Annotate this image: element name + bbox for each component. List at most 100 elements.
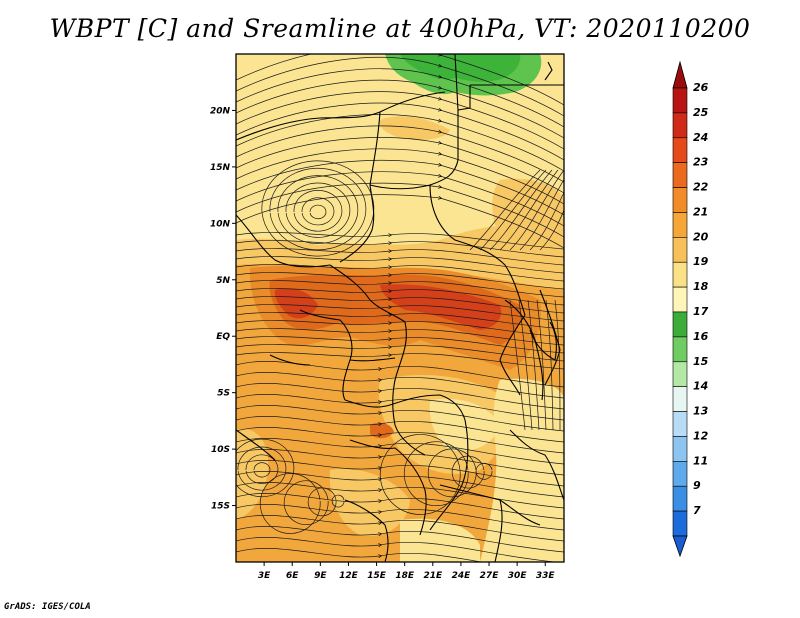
streamline <box>236 54 564 106</box>
streamline <box>293 190 343 232</box>
lon-tick-label: 9E <box>314 571 327 581</box>
streamline <box>236 427 564 454</box>
streamline <box>261 160 375 257</box>
streamline <box>307 487 337 517</box>
streamline <box>236 256 564 274</box>
lon-tick-label: 30E <box>508 571 528 581</box>
colorbar-label: 16 <box>693 330 709 343</box>
colorbar-label: 24 <box>693 131 708 144</box>
lat-tick-label: 10S <box>211 445 230 455</box>
lat-tick-label: EQ <box>216 332 230 342</box>
streamline <box>236 240 564 258</box>
fill-red-spot-south <box>370 422 394 439</box>
streamline <box>236 288 564 306</box>
colorbar-label: 26 <box>693 81 709 94</box>
streamline <box>253 462 271 478</box>
streamline <box>529 191 564 251</box>
streamline <box>236 320 564 338</box>
streamline <box>236 114 564 172</box>
colorbar-swatch <box>672 187 688 213</box>
colorbar-label: 23 <box>693 156 709 169</box>
colorbar-swatch <box>672 261 688 288</box>
colorbar-label: 13 <box>693 405 709 418</box>
streamline <box>236 336 564 354</box>
colorbar-swatch <box>672 510 688 537</box>
colorbar-swatch <box>672 436 688 462</box>
colorbar-label: 20 <box>693 230 709 243</box>
lat-tick-label: 15S <box>211 502 230 512</box>
streamline <box>236 344 564 362</box>
lat-tick-label: 15N <box>210 163 231 173</box>
streamline <box>236 372 564 399</box>
lat-tick-label: 5S <box>217 389 230 399</box>
streamline <box>536 299 547 431</box>
lon-tick-label: 6E <box>286 571 299 581</box>
streamline <box>236 526 564 553</box>
streamline <box>554 299 561 431</box>
streamline <box>236 171 564 227</box>
colorbar-label: 25 <box>693 106 709 119</box>
colorbar-swatch <box>672 87 688 114</box>
lat-tick-label: 5N <box>216 276 230 286</box>
streamline <box>236 182 564 238</box>
colorbar-label: 19 <box>693 255 709 268</box>
streamline <box>236 248 564 266</box>
streamline <box>509 299 526 431</box>
fill-south-mid <box>329 468 410 536</box>
streamline <box>499 169 559 251</box>
fill-north-pale <box>236 54 564 247</box>
fill-red-core <box>380 284 502 330</box>
streamline <box>236 383 564 410</box>
lat-tick-label: 20N <box>210 106 231 116</box>
colorbar-swatch <box>672 311 688 338</box>
lon-tick-label: 27E <box>480 571 500 581</box>
streamline <box>236 352 564 370</box>
lon-tick-label: 18E <box>395 571 415 581</box>
streamline <box>236 296 564 314</box>
colorbar: 26 25 24 23 22 21 20 19 18 17 16 15 14 13 12 11 9 7 <box>672 60 709 558</box>
latitude-axis: 20N 15N 10N 5N EQ 5S 10S 15S <box>210 106 236 512</box>
colorbar-swatch <box>672 361 688 387</box>
lon-tick-label: 24E <box>452 571 472 581</box>
streamline <box>451 455 485 489</box>
colorbar-swatch <box>672 286 688 313</box>
streamline <box>236 460 564 487</box>
streamline <box>236 304 564 322</box>
chart-title: WBPT [C] and Sreamline at 400hPa, VT: 20… <box>49 14 751 43</box>
streamline <box>236 160 564 216</box>
colorbar-swatch <box>672 386 688 412</box>
streamline <box>236 515 564 542</box>
fill-south-light2 <box>429 398 500 452</box>
streamline <box>236 102 564 161</box>
fill-bottom-pale <box>400 518 480 562</box>
colorbar-swatch <box>672 336 688 363</box>
colorbar-label: 9 <box>693 479 701 492</box>
colorbar-label: 22 <box>693 181 709 194</box>
streamline <box>236 405 564 432</box>
streamline <box>236 312 564 330</box>
streamline <box>469 169 541 251</box>
colorbar-swatch <box>672 237 688 263</box>
lon-tick-label: 21E <box>423 571 443 581</box>
fill-red-west <box>274 288 318 319</box>
streamline <box>236 471 564 498</box>
colorbar-swatch <box>672 137 688 163</box>
colorbar-label: 21 <box>693 205 708 218</box>
colorbar-swatch <box>672 461 688 487</box>
fill-southwest-pale <box>236 429 269 520</box>
streamline <box>236 57 564 117</box>
lon-tick-label: 15E <box>367 571 387 581</box>
streamlines <box>236 54 564 562</box>
colorbar-swatch <box>672 162 688 188</box>
streamline <box>236 361 564 388</box>
streamline <box>301 197 335 226</box>
colorbar-label: 15 <box>693 355 709 368</box>
streamline <box>236 449 564 476</box>
colorbar-swatch <box>672 212 688 238</box>
colorbar-label: 11 <box>693 454 708 467</box>
streamline <box>509 169 564 251</box>
streamline <box>236 79 564 139</box>
streamline <box>236 91 564 150</box>
streamline <box>236 194 564 249</box>
streamline <box>236 394 564 421</box>
